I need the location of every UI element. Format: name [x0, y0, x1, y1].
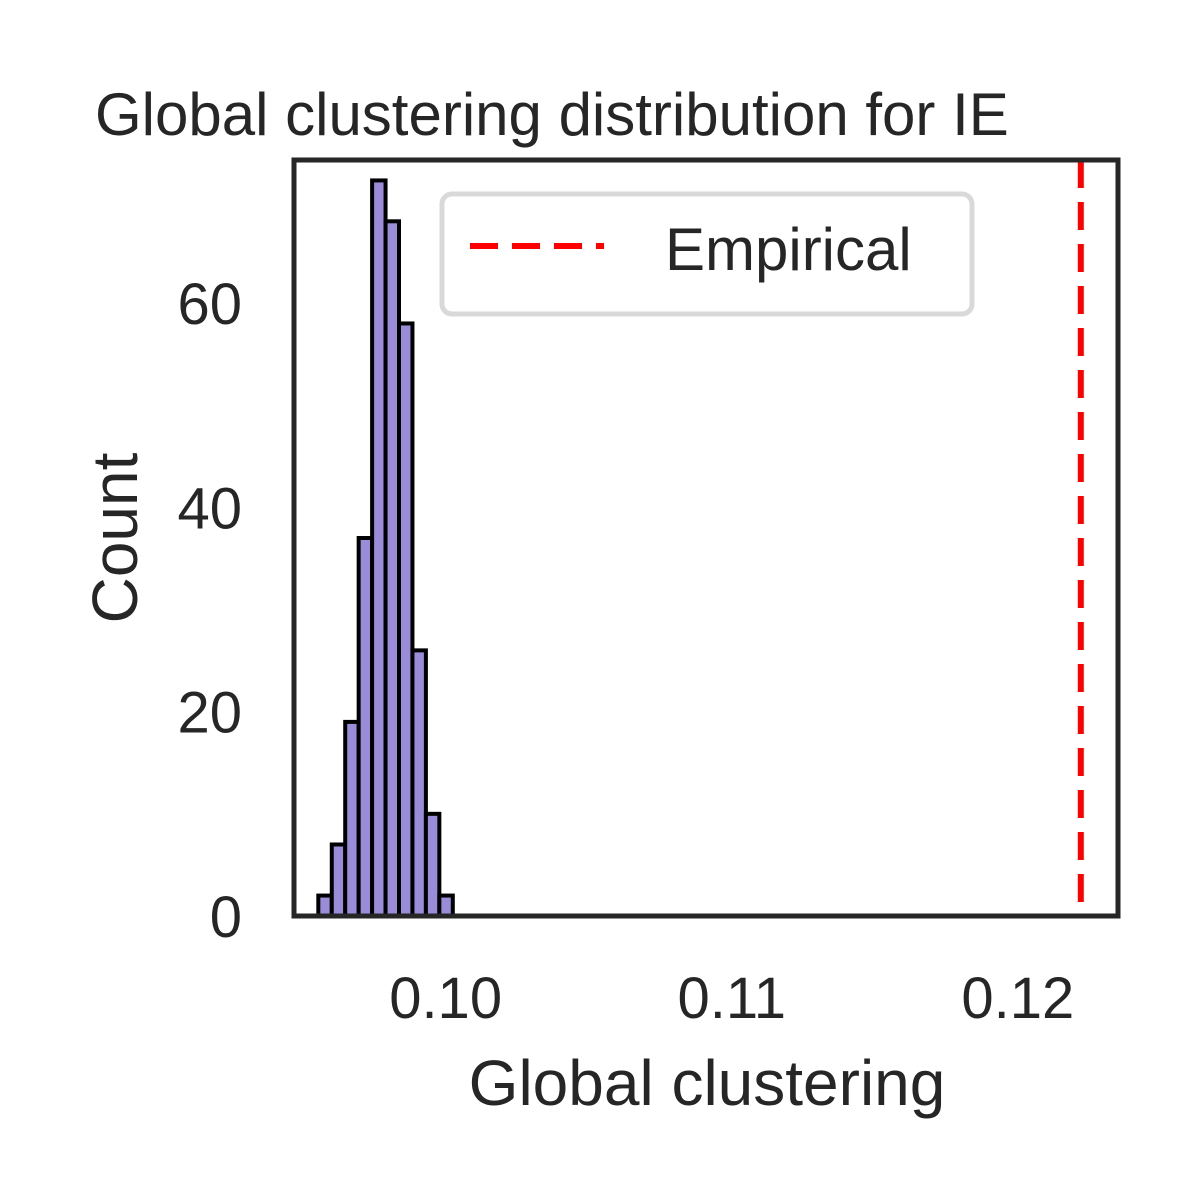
legend-box	[439, 191, 975, 317]
histogram-bar-2	[329, 842, 348, 919]
legend-label: Empirical	[665, 216, 912, 283]
x-axis-label: Global clustering	[469, 1047, 946, 1119]
histogram-bar-1	[316, 893, 334, 918]
y-tick-label-3: 40	[177, 476, 242, 541]
histogram-bar-10	[437, 893, 455, 918]
y-tick-label-4: 60	[177, 272, 242, 337]
histogram-bar-9	[423, 811, 442, 918]
histogram-bar-3	[343, 719, 361, 919]
histogram-bar-8	[410, 648, 428, 918]
legend: Empirical	[439, 191, 975, 317]
x-tick-label-3: 0.12	[961, 966, 1074, 1031]
histogram-bar-6	[383, 219, 402, 918]
histogram-bar-5	[370, 178, 388, 918]
histogram-bars	[316, 178, 455, 919]
x-tick-labels: 0.10 0.11 0.12	[389, 966, 1074, 1031]
y-tick-labels: 0 20 40 60	[177, 272, 242, 950]
plot-frame	[291, 157, 1121, 919]
x-tick-label-1: 0.10	[389, 966, 502, 1031]
histogram-bar-4	[356, 536, 375, 918]
chart-title: Global clustering distribution for IE	[95, 81, 1009, 148]
y-tick-label-1: 0	[210, 885, 242, 950]
x-tick-label-2: 0.11	[677, 966, 786, 1031]
histogram-bar-7	[397, 321, 415, 918]
y-tick-label-2: 20	[177, 681, 242, 746]
y-axis-label: Count	[79, 452, 151, 623]
